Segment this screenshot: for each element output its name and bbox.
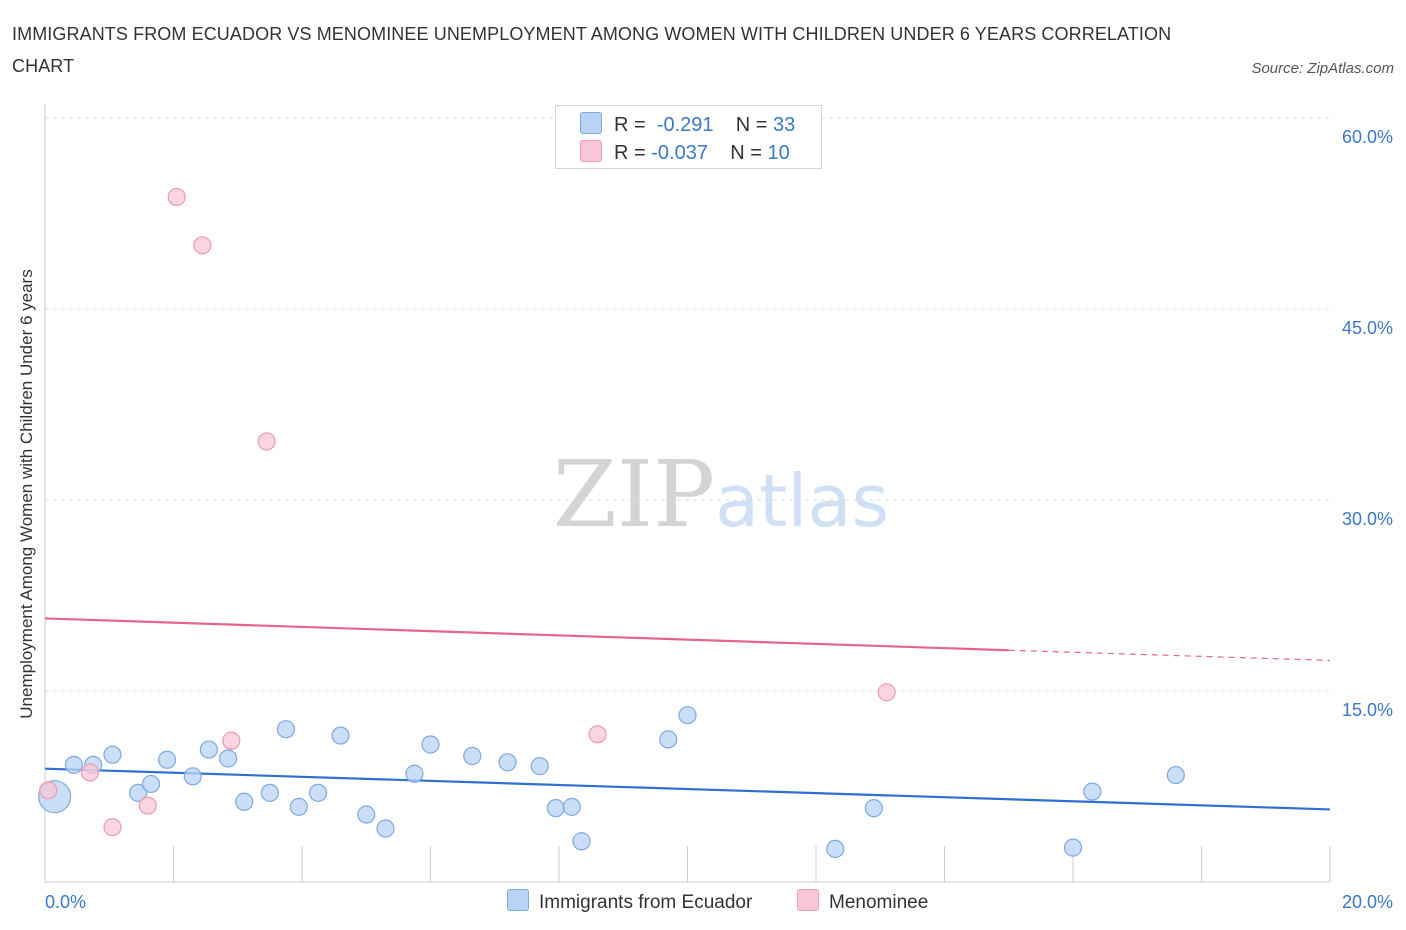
point-ecuador xyxy=(199,740,218,759)
legend-n-value-menominee: 10 xyxy=(767,142,790,164)
point-ecuador xyxy=(463,746,482,766)
point-menominee xyxy=(588,725,607,744)
point-ecuador xyxy=(141,774,161,794)
watermark: ZIP atlas xyxy=(553,441,889,548)
point-ecuador xyxy=(308,783,328,802)
point-menominee xyxy=(103,818,122,837)
point-ecuador xyxy=(421,735,440,754)
legend-r-label: R = xyxy=(614,114,646,136)
point-ecuador xyxy=(562,797,581,816)
point-ecuador xyxy=(1063,838,1083,857)
point-ecuador xyxy=(1166,765,1185,785)
point-ecuador xyxy=(1083,782,1102,801)
trend-line-extension-menominee xyxy=(1008,649,1331,662)
chart-title: IMMIGRANTS FROM ECUADOR VS MENOMINEE UNE… xyxy=(12,24,1172,76)
point-menominee xyxy=(167,187,186,207)
y-tick-label: 45.0% xyxy=(1342,318,1393,338)
point-ecuador xyxy=(289,797,308,816)
point-ecuador xyxy=(498,753,517,772)
grid-lines xyxy=(45,117,1330,692)
point-ecuador xyxy=(276,720,296,739)
legend-r-label: R = xyxy=(614,142,646,164)
point-menominee xyxy=(39,781,58,800)
bottom-legend-menominee: Menominee xyxy=(797,889,928,914)
point-menominee xyxy=(138,796,157,815)
x-tick-label: 0.0% xyxy=(45,892,86,912)
legend-r-value-menominee: -0.037 xyxy=(651,142,708,164)
trend-line-menominee xyxy=(44,617,1009,652)
chart-source: Source: ZipAtlas.com xyxy=(1251,60,1394,77)
point-ecuador xyxy=(826,839,845,858)
point-menominee xyxy=(877,683,896,702)
legend-n-label: N = xyxy=(730,142,762,164)
point-ecuador xyxy=(129,783,148,802)
point-ecuador xyxy=(572,832,591,851)
bottom-legend-label-ecuador: Immigrants from Ecuador xyxy=(539,892,753,913)
point-ecuador xyxy=(64,755,84,774)
point-ecuador xyxy=(659,730,678,749)
y-tick-label: 30.0% xyxy=(1342,509,1393,529)
point-ecuador xyxy=(864,799,883,818)
legend-r-value-ecuador: -0.291 xyxy=(656,114,714,136)
point-ecuador xyxy=(183,767,202,786)
point-ecuador xyxy=(157,750,177,769)
trend-line-ecuador xyxy=(44,767,1331,811)
legend-row-ecuador: R = -0.291 N = 33 xyxy=(580,112,795,136)
y-tick-label: 60.0% xyxy=(1342,127,1393,147)
x-tick-label: 20.0% xyxy=(1342,892,1393,912)
y-tick-label: 15.0% xyxy=(1342,700,1393,720)
point-ecuador xyxy=(546,799,565,818)
legend-n-value-ecuador: 33 xyxy=(773,114,796,136)
legend-n-label: N = xyxy=(735,114,768,136)
point-menominee xyxy=(80,763,100,782)
legend-row-menominee: R = -0.037 N = 10 xyxy=(580,140,790,164)
legend-swatch-ecuador xyxy=(580,112,602,134)
point-ecuador xyxy=(376,819,395,838)
point-menominee xyxy=(222,731,241,750)
bottom-legend-label-menominee: Menominee xyxy=(829,892,929,913)
point-ecuador xyxy=(530,757,549,776)
point-menominee xyxy=(257,432,276,451)
point-ecuador xyxy=(405,764,424,783)
watermark-atlas: atlas xyxy=(715,459,889,543)
legend-swatch-menominee xyxy=(580,140,602,162)
point-ecuador xyxy=(357,805,376,824)
watermark-zip: ZIP xyxy=(553,441,715,548)
tick-labels: 15.0% 30.0% 45.0% 60.0% 0.0% 20.0% xyxy=(45,127,1393,912)
bottom-legend-ecuador: Immigrants from Ecuador xyxy=(507,889,752,914)
point-ecuador xyxy=(219,749,238,768)
point-ecuador xyxy=(235,792,254,811)
point-ecuador xyxy=(678,706,697,725)
trend-lines xyxy=(44,617,1331,811)
bottom-legend-swatch-menominee xyxy=(797,889,819,911)
point-menominee xyxy=(193,236,212,255)
axes xyxy=(44,104,1331,883)
correlation-legend: R = -0.291 N = 33 R = -0.037 N = 10 xyxy=(555,105,822,169)
data-points xyxy=(38,187,1185,858)
bottom-legend-swatch-ecuador xyxy=(507,889,529,911)
point-ecuador xyxy=(331,726,350,745)
point-ecuador xyxy=(260,783,279,802)
point-ecuador xyxy=(103,745,122,764)
